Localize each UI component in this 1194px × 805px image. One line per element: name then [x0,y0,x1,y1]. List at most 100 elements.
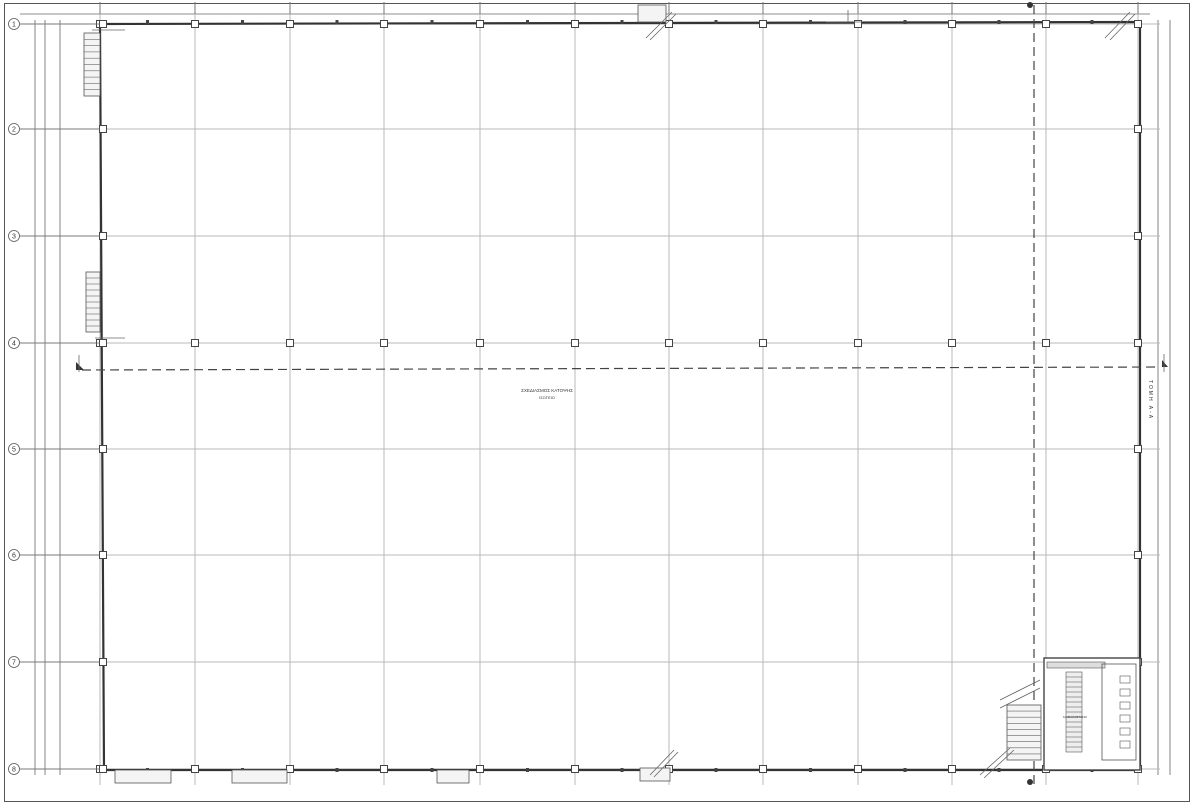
wall-mark [620,768,624,772]
column [1134,20,1142,28]
row-axis-bubbles: 1 2 3 4 5 6 7 8 [8,18,100,775]
column [759,339,767,347]
wall-mark [335,768,339,772]
column [99,445,107,453]
row-axis-bubble: 8 [8,763,100,775]
row-axis-label: 2 [12,127,16,134]
row-axis-bubble: 5 [8,443,100,455]
plan-subtitle: ΙΣΟΓΕΙΟ [539,395,555,400]
section-marker-left [76,355,84,372]
row-axis-bubble: 7 [8,656,100,668]
row-axis-bubble: 1 [8,18,100,30]
stair-bottom-4 [639,749,679,782]
column [1134,339,1142,347]
wall-mark [809,20,812,24]
column [476,339,484,347]
wall-mark [714,20,718,24]
column [99,658,107,666]
column [854,339,862,347]
wall-mark [335,20,339,24]
column [99,232,107,240]
wall-mark [526,768,529,772]
column [948,765,956,773]
row-axis-label: 6 [12,553,16,560]
column [191,339,199,347]
column [191,765,199,773]
sanitary-fixture [1119,714,1131,723]
column [1042,20,1050,28]
wall-mark [1090,20,1094,24]
stair-top [637,4,677,41]
column [99,125,107,133]
row-axis-label: 3 [12,234,16,241]
stair-bottom-2 [231,769,288,784]
column [1134,445,1142,453]
row-axis-label: 4 [12,341,16,348]
top-right-corner-detail [826,10,1136,41]
column [1134,125,1142,133]
wall-mark [903,768,907,772]
column [948,339,956,347]
column [571,765,579,773]
column [380,20,388,28]
row-axis-label: 8 [12,767,16,774]
sanitary-fixture [1119,675,1131,684]
column [476,765,484,773]
right-edge-label: ΤΟΜΗ Α-Α [1147,380,1153,420]
sanitary-fixture [1119,701,1131,710]
service-core-label: ΚΛΙΜΑΚΟΣΤΑΣΙΟ [1063,715,1088,719]
wall-mark [714,768,718,772]
column [1134,232,1142,240]
row-axis-bubble: 6 [8,549,100,561]
wall-mark [241,20,244,24]
wall-mark [526,20,529,24]
column [99,339,107,347]
section-marker-top [1027,2,1033,8]
row-axis-label: 1 [12,22,16,29]
horizontal-grid-lines [20,23,1160,770]
column-grid [96,20,1142,773]
section-marker-right [1162,354,1168,372]
column [286,339,294,347]
column [948,20,956,28]
plan-title: ΣΧΕΔΙΑΣΜΟΣ ΚΑΤΟΨΗΣ [521,388,573,393]
column [99,20,107,28]
wall-mark [430,20,434,24]
wall-mark [809,768,812,772]
column [99,551,107,559]
sanitary-fixture [1119,740,1131,749]
column [854,765,862,773]
stair-bottom-1 [114,769,172,784]
column [99,765,107,773]
sanitary-fixture [1119,727,1131,736]
drawing-frame [4,3,1190,802]
column [191,20,199,28]
right-dimension-lines [1157,20,1171,775]
service-core: ΚΛΙΜΑΚΟΣΤΑΣΙΟ [979,657,1141,779]
section-marker-bottom [1027,779,1033,785]
column [571,20,579,28]
wall-mark [620,20,624,24]
column [571,339,579,347]
row-axis-label: 7 [12,660,16,667]
column [380,765,388,773]
column [665,339,673,347]
left-dimension-lines [34,20,61,775]
column [759,765,767,773]
column [286,20,294,28]
stair-left-middle [85,271,125,339]
wall-mark [430,768,434,772]
vertical-grid-lines [99,2,1139,785]
wall-mark [997,768,1001,772]
row-axis-label: 5 [12,447,16,454]
wall-mark [146,20,149,24]
column [476,20,484,28]
column [854,20,862,28]
column [1042,339,1050,347]
column [286,765,294,773]
row-axis-bubble: 3 [8,230,100,242]
stair-left-top [83,29,125,97]
wall-mark [997,20,1001,24]
column [1134,551,1142,559]
